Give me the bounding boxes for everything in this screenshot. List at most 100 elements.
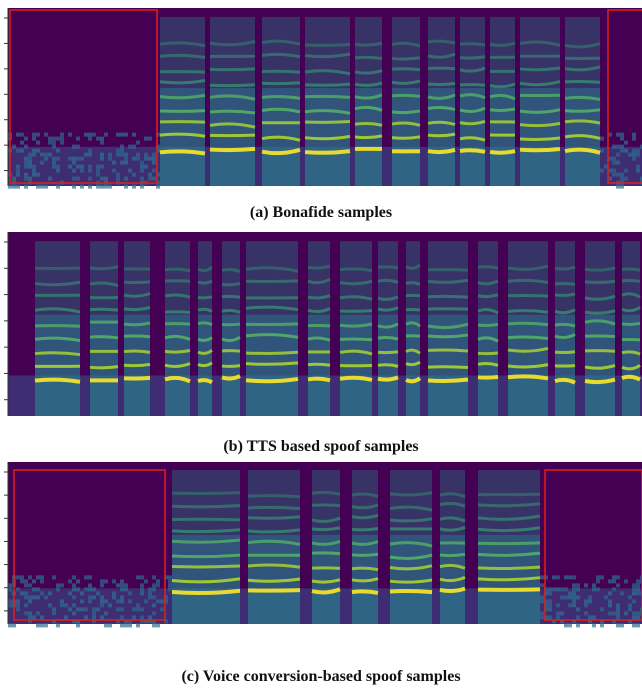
noise [148, 172, 152, 177]
noise [612, 172, 616, 177]
harmonic [477, 576, 541, 582]
noise [96, 184, 100, 189]
noise [36, 595, 40, 600]
noise [616, 583, 620, 588]
noise [168, 583, 172, 588]
noise [588, 599, 592, 604]
noise [152, 595, 156, 600]
noise [28, 152, 32, 157]
harmonic [519, 136, 561, 141]
harmonic [405, 360, 421, 367]
noise [572, 603, 576, 608]
harmonic [307, 376, 331, 383]
harmonic [339, 295, 373, 301]
noise [20, 132, 24, 137]
noise [624, 140, 628, 145]
harmonic [564, 108, 601, 113]
noise [92, 595, 96, 600]
harmonic [209, 83, 256, 88]
harmonic [245, 322, 299, 327]
noise [616, 160, 620, 165]
noise [76, 623, 80, 628]
noise [60, 136, 64, 141]
noise [32, 587, 36, 592]
noise [568, 595, 572, 600]
noise [104, 176, 108, 181]
harmonic [621, 306, 641, 313]
harmonic [197, 361, 213, 368]
noise [116, 599, 120, 604]
harmonic [554, 292, 576, 298]
noise [28, 595, 32, 600]
noise [36, 587, 40, 592]
noise [116, 619, 120, 624]
noise [16, 168, 20, 173]
harmonic [621, 350, 641, 356]
harmonic [377, 322, 399, 329]
harmonic [621, 292, 641, 299]
noise [100, 603, 104, 608]
noise [20, 579, 24, 584]
noise [124, 583, 128, 588]
harmonic [519, 66, 561, 72]
harmonic [351, 527, 379, 532]
noise [44, 623, 48, 628]
harmonic [439, 492, 466, 499]
noise [636, 148, 640, 153]
harmonic [477, 293, 499, 299]
noise [24, 172, 28, 177]
noise [584, 611, 588, 616]
noise [52, 619, 56, 624]
noise [140, 619, 144, 624]
harmonic [427, 106, 456, 111]
noise [124, 176, 128, 181]
harmonic [304, 94, 351, 99]
harmonic [377, 363, 399, 368]
noise [100, 579, 104, 584]
harmonic [339, 267, 373, 273]
noise [88, 595, 92, 600]
noise [72, 587, 76, 592]
noise [620, 136, 624, 141]
noise [588, 619, 592, 624]
noise [632, 132, 636, 137]
noise [40, 591, 44, 596]
noise [24, 591, 28, 596]
harmonic [554, 322, 576, 328]
noise [88, 132, 92, 137]
harmonic [34, 351, 81, 357]
harmonic [339, 375, 373, 382]
noise [620, 623, 624, 628]
harmonic [209, 109, 256, 115]
noise [84, 152, 88, 157]
harmonic [247, 588, 301, 593]
harmonic [459, 66, 486, 73]
noise [84, 575, 88, 580]
noise [108, 152, 112, 157]
noise [24, 156, 28, 161]
noise [628, 603, 632, 608]
harmonic [245, 333, 299, 339]
noise [140, 587, 144, 592]
noise [160, 607, 164, 612]
noise [28, 599, 32, 604]
harmonic [459, 106, 486, 114]
harmonic [245, 376, 299, 384]
harmonic [377, 265, 399, 270]
harmonic [245, 305, 299, 312]
harmonic [89, 307, 119, 312]
noise [56, 623, 60, 628]
noise [148, 136, 152, 141]
noise [68, 579, 72, 584]
noise [28, 575, 32, 580]
harmonic [351, 513, 379, 520]
noise [76, 619, 80, 624]
noise [104, 579, 108, 584]
noise [140, 184, 144, 189]
harmonic [123, 334, 151, 339]
noise [136, 152, 140, 157]
noise [620, 172, 624, 177]
noise [88, 587, 92, 592]
noise [12, 623, 16, 628]
noise [128, 599, 132, 604]
